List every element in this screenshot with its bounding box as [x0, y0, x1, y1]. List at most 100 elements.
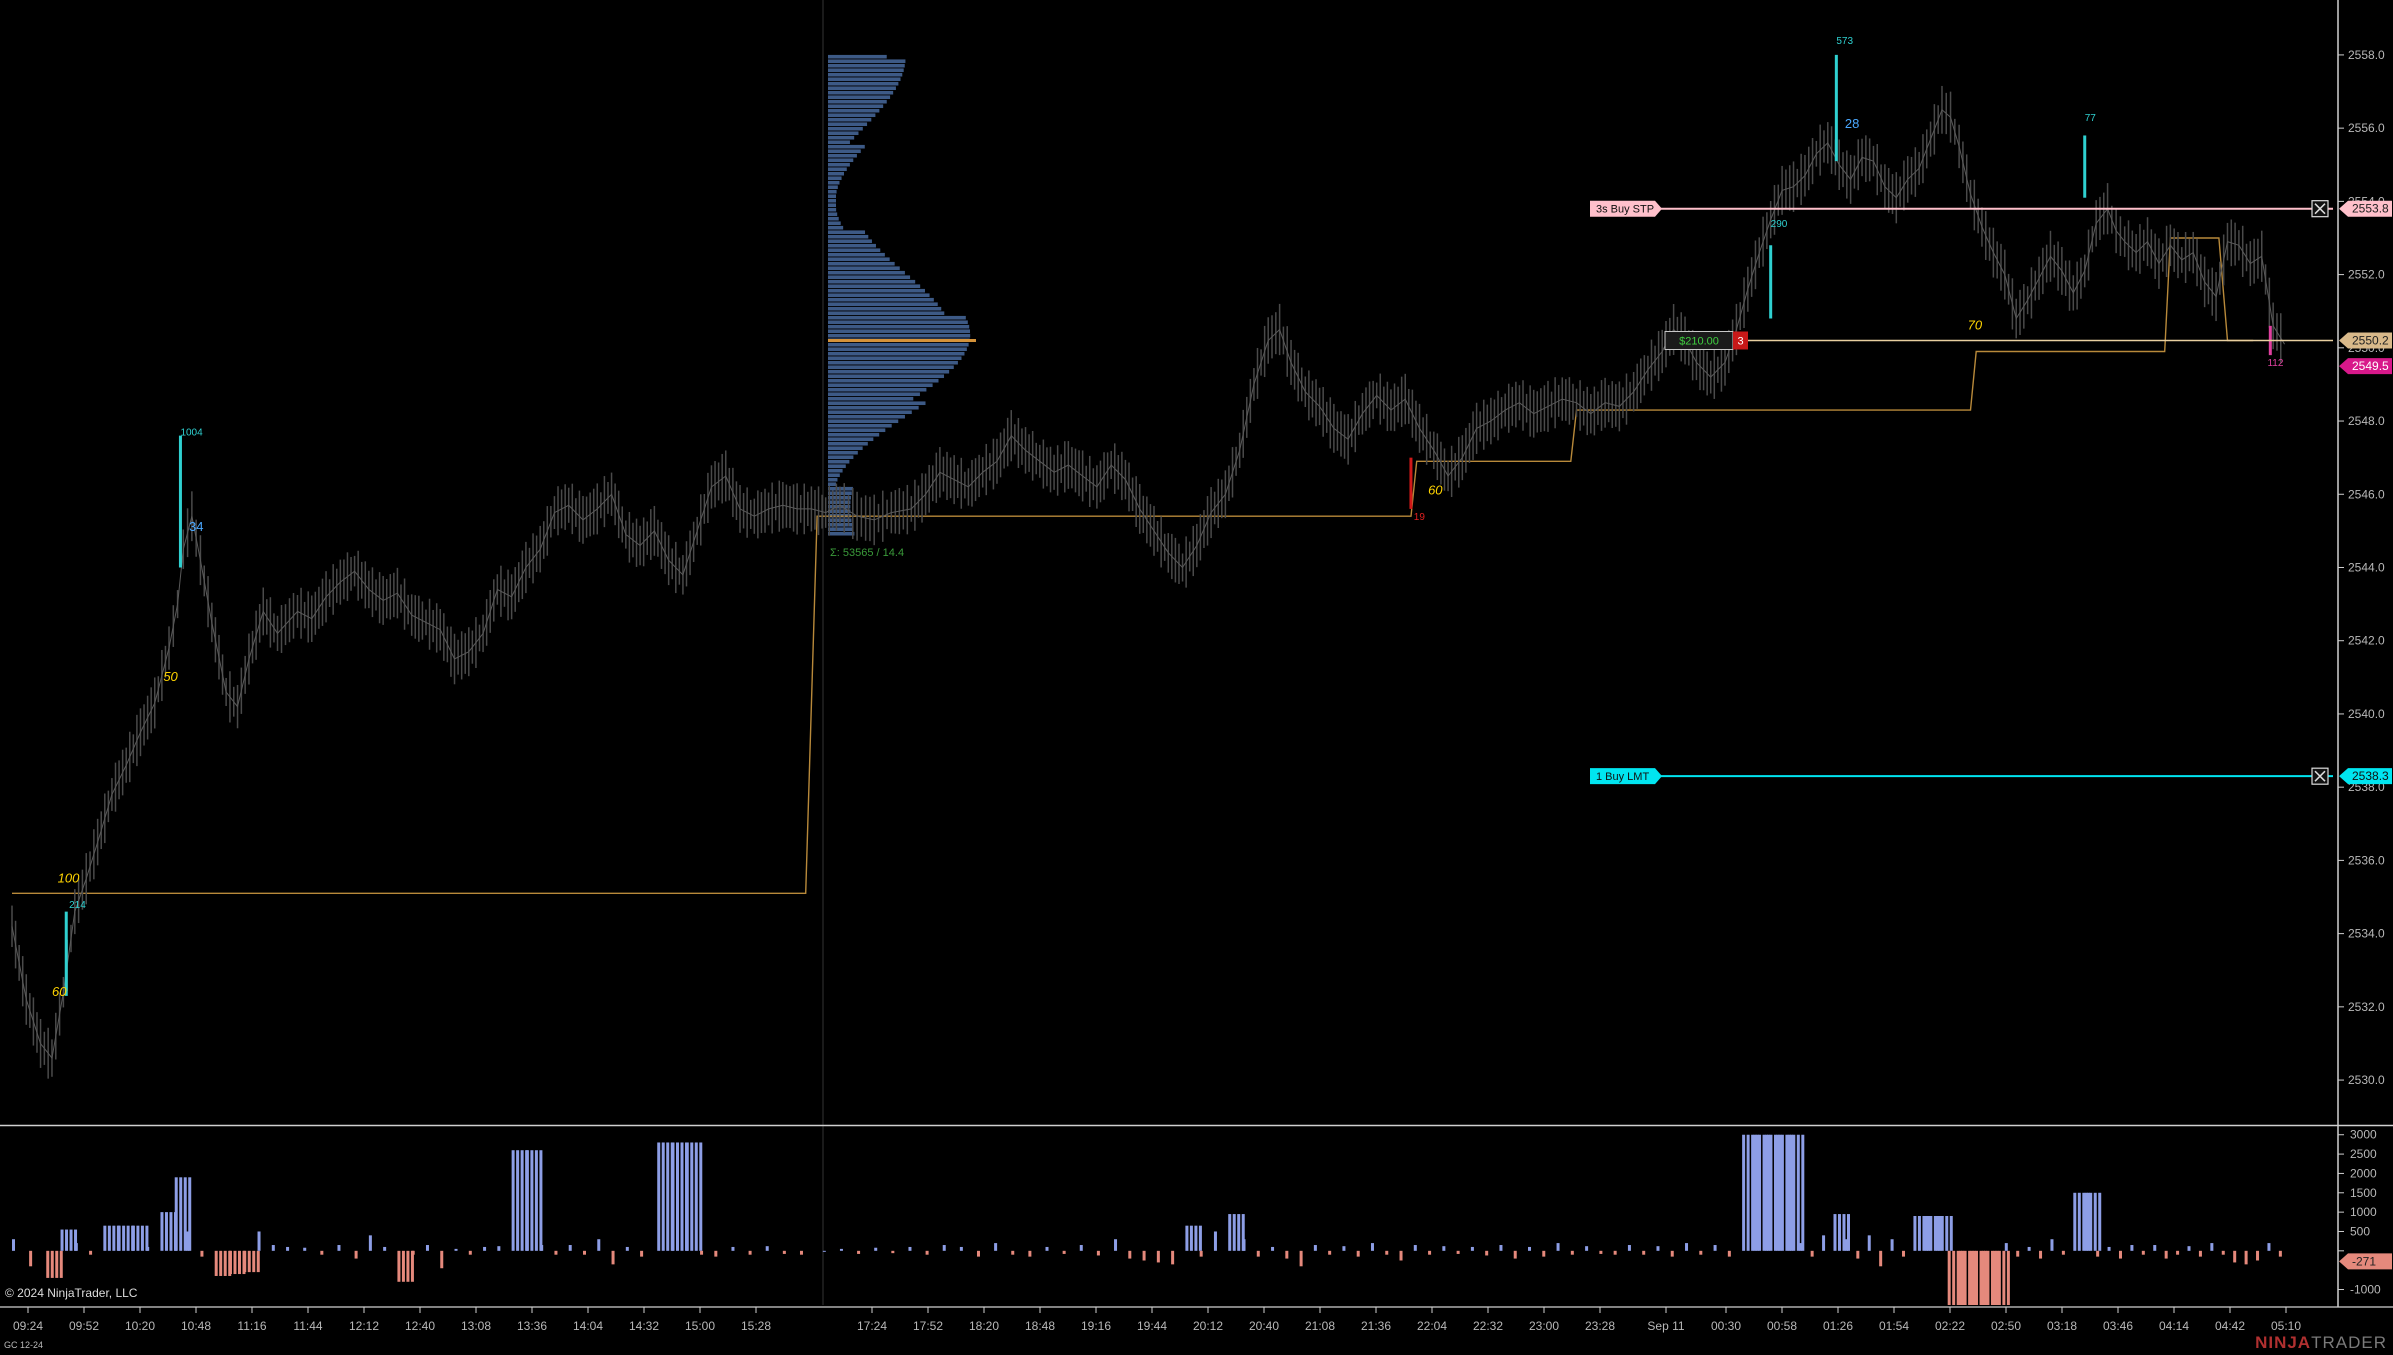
volume-bar: [640, 1250, 644, 1257]
volume-bar: [1846, 1214, 1850, 1251]
volume-bar: [568, 1245, 572, 1251]
profile-bar: [828, 320, 968, 325]
profile-bar: [828, 464, 846, 469]
volume-bar: [2176, 1250, 2180, 1255]
volume-bar: [122, 1225, 126, 1251]
volume-bar: [1970, 1250, 1974, 1305]
volume-bar: [1947, 1250, 1951, 1305]
price-tick-label: 2534.0: [2348, 927, 2385, 941]
profile-bar: [828, 315, 966, 320]
volume-bar: [2198, 1250, 2202, 1257]
volume-bar: [1767, 1134, 1771, 1251]
volume-bar: [1799, 1243, 1803, 1251]
profile-bar: [828, 185, 838, 190]
profile-bar: [828, 288, 925, 293]
profile-bar: [828, 401, 926, 406]
volume-bar: [516, 1150, 520, 1251]
volume-bar: [1972, 1250, 1976, 1305]
volume-bar: [1685, 1243, 1689, 1251]
volume-bar: [69, 1229, 73, 1251]
volume-bar: [525, 1150, 529, 1251]
volume-bar: [1776, 1134, 1780, 1251]
time-tick-label: 01:54: [1879, 1319, 1909, 1333]
volume-bar: [1917, 1216, 1921, 1251]
buy-stop-order[interactable]: 3s Buy STP: [1590, 200, 2333, 218]
profile-poc: [828, 338, 976, 342]
profile-bar: [828, 140, 850, 145]
volume-bar: [2006, 1250, 2010, 1305]
volume-bar: [140, 1225, 144, 1251]
volume-bar: [368, 1235, 372, 1251]
profile-bar: [828, 68, 904, 73]
volume-bar: [1986, 1250, 1990, 1305]
volume-bar: [1753, 1134, 1757, 1251]
price-tick-label: 2544.0: [2348, 560, 2385, 574]
volume-bar: [1528, 1246, 1532, 1251]
order-label-box: [1590, 200, 1662, 217]
profile-bar: [828, 387, 927, 392]
volume-bar: [223, 1250, 227, 1276]
time-tick-label: 04:42: [2215, 1319, 2245, 1333]
volume-bar: [1232, 1214, 1236, 1251]
profile-bar: [828, 90, 894, 95]
profile-bar: [828, 383, 933, 388]
volume-bar: [1670, 1250, 1674, 1257]
volume-bar: [2050, 1239, 2054, 1251]
annotation-label: 34: [189, 519, 203, 534]
volume-bar: [1961, 1250, 1965, 1305]
volume-bar: [1758, 1134, 1762, 1251]
volume-bar: [440, 1250, 444, 1269]
volume-bar: [12, 1239, 15, 1251]
volume-bar: [2093, 1192, 2097, 1251]
profile-bar: [828, 306, 942, 311]
profile-bar: [828, 153, 857, 158]
volume-bar: [2039, 1250, 2043, 1259]
volume-bar: [1929, 1216, 1933, 1251]
profile-bar: [828, 441, 868, 446]
position-marker[interactable]: $210.00 3: [1664, 330, 2333, 350]
profile-bar: [828, 81, 899, 86]
volume-bar: [540, 1245, 544, 1251]
profile-bar: [828, 266, 900, 271]
volume-bar: [839, 1248, 843, 1251]
price-tick-label: 2540.0: [2348, 707, 2385, 721]
volume-indicator: [0, 1124, 2393, 1305]
volume-bar: [891, 1250, 895, 1254]
volume-bar: [303, 1247, 307, 1251]
volume-bar: [74, 1243, 78, 1251]
profile-bar: [828, 437, 874, 442]
profile-bar: [828, 212, 838, 217]
time-tick-label: 20:12: [1193, 1319, 1223, 1333]
time-tick-label: 22:32: [1473, 1319, 1503, 1333]
volume-bar: [219, 1250, 223, 1276]
volume-bar: [1945, 1216, 1949, 1251]
profile-bar: [828, 207, 837, 212]
volume-bar: [164, 1212, 168, 1251]
volume-current-tag-bg: [2339, 1253, 2392, 1270]
annotation-label: 214: [69, 900, 86, 911]
order-label: 3s Buy STP: [1596, 204, 1654, 216]
volume-bar: [1156, 1250, 1160, 1263]
volume-bar: [1356, 1250, 1360, 1257]
profile-bar: [828, 284, 921, 289]
profile-summary: Σ: 53565 / 14.4: [830, 547, 904, 559]
volume-bar: [2244, 1250, 2248, 1265]
volume-bar: [1470, 1246, 1474, 1251]
volume-bar: [657, 1142, 661, 1251]
price-tick-label: 2536.0: [2348, 853, 2385, 867]
volume-bar: [1045, 1246, 1049, 1251]
volume-bar: [74, 1229, 78, 1251]
profile-bar: [828, 455, 854, 460]
buy-limit-order[interactable]: 1 Buy LMT: [1590, 767, 2333, 785]
profile-bar: [828, 423, 892, 428]
volume-bar: [1028, 1250, 1032, 1257]
volume-bar: [1981, 1250, 1985, 1305]
price-tick-label: 2552.0: [2348, 268, 2385, 282]
order-label: 1 Buy LMT: [1596, 771, 1649, 783]
volume-bar: [103, 1225, 107, 1251]
volume-bar: [1810, 1250, 1814, 1257]
order-levels[interactable]: 3s Buy STP 1 Buy LMT $210.00 3: [1590, 200, 2333, 785]
volume-tick-label: 3000: [2350, 1128, 2377, 1142]
close-icon-stroke-b: [2314, 770, 2326, 782]
